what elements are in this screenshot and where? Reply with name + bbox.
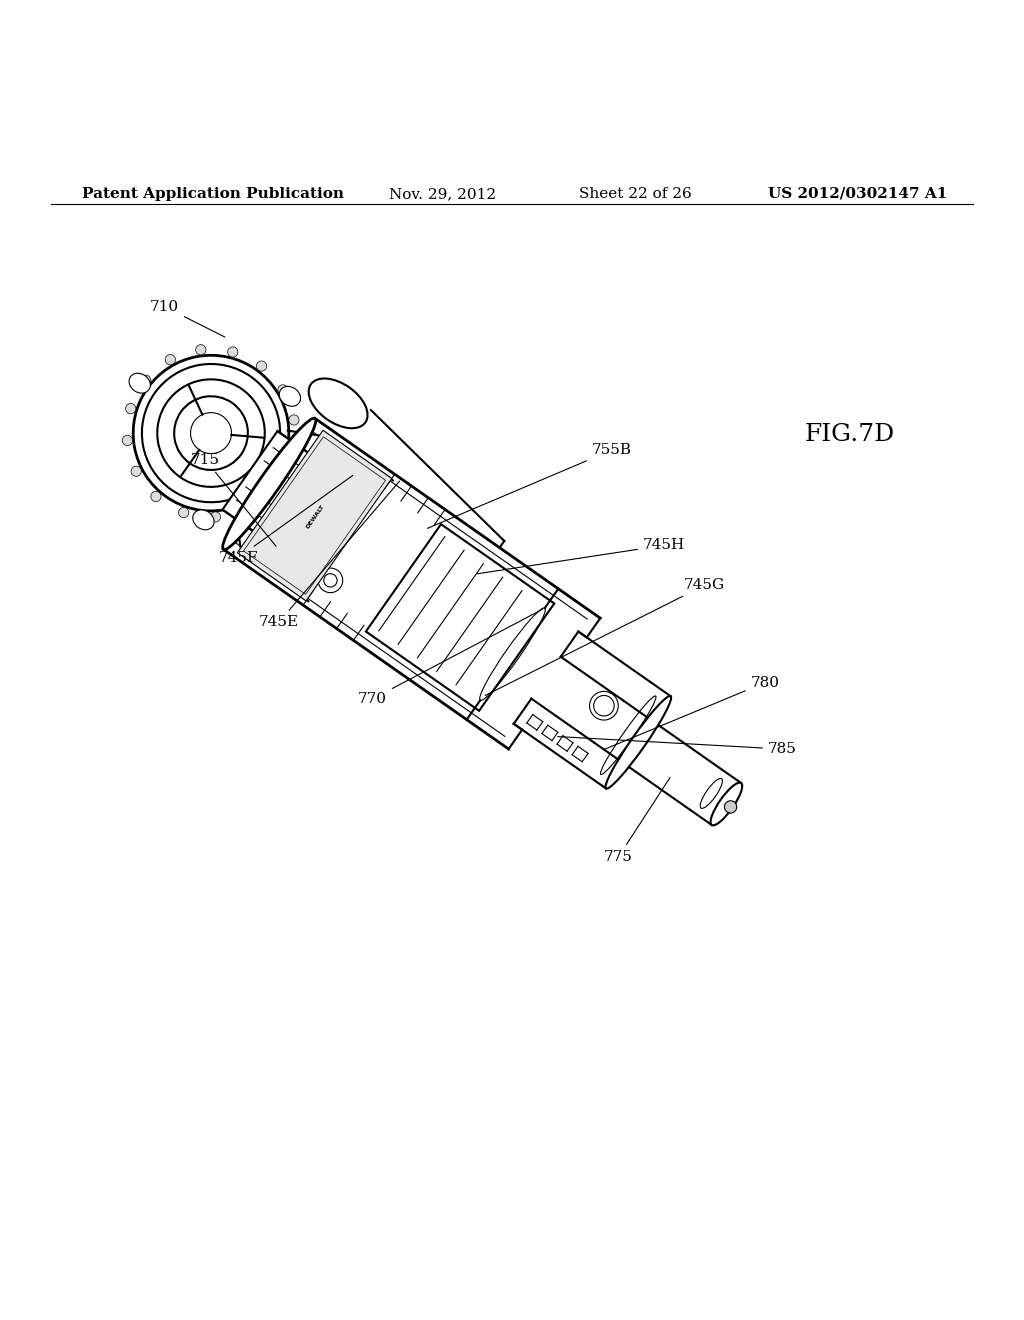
Ellipse shape xyxy=(140,375,151,385)
Text: 710: 710 xyxy=(151,300,225,337)
Ellipse shape xyxy=(256,360,266,371)
Ellipse shape xyxy=(227,347,238,358)
Text: 715: 715 xyxy=(191,453,276,546)
Ellipse shape xyxy=(274,477,285,486)
Text: 785: 785 xyxy=(558,737,797,756)
Ellipse shape xyxy=(129,374,151,393)
Text: 775: 775 xyxy=(604,777,670,863)
Polygon shape xyxy=(238,430,392,601)
Ellipse shape xyxy=(196,345,206,355)
Ellipse shape xyxy=(178,507,188,517)
Ellipse shape xyxy=(308,379,368,428)
Ellipse shape xyxy=(151,491,161,502)
Ellipse shape xyxy=(289,414,299,425)
Ellipse shape xyxy=(210,512,220,523)
Ellipse shape xyxy=(222,418,315,549)
Ellipse shape xyxy=(590,692,618,721)
Text: 755B: 755B xyxy=(427,444,632,528)
Text: 770: 770 xyxy=(358,610,543,706)
Ellipse shape xyxy=(724,801,736,813)
Text: 780: 780 xyxy=(604,676,779,750)
Ellipse shape xyxy=(267,486,278,495)
Text: 745F: 745F xyxy=(218,475,353,565)
Text: 745H: 745H xyxy=(477,539,685,574)
Ellipse shape xyxy=(165,355,175,364)
Text: US 2012/0302147 A1: US 2012/0302147 A1 xyxy=(768,187,947,201)
Ellipse shape xyxy=(605,696,671,788)
Ellipse shape xyxy=(288,447,298,457)
Ellipse shape xyxy=(193,510,214,529)
Ellipse shape xyxy=(242,504,252,515)
Text: Patent Application Publication: Patent Application Publication xyxy=(82,187,344,201)
Ellipse shape xyxy=(131,466,141,477)
Text: 745G: 745G xyxy=(485,578,725,696)
Text: Sheet 22 of 26: Sheet 22 of 26 xyxy=(579,187,691,201)
Polygon shape xyxy=(222,432,328,545)
Ellipse shape xyxy=(133,355,289,511)
Ellipse shape xyxy=(126,404,136,413)
Ellipse shape xyxy=(278,384,288,395)
Text: 745E: 745E xyxy=(259,480,399,630)
Ellipse shape xyxy=(280,387,300,407)
Ellipse shape xyxy=(711,783,742,825)
Text: FIG.7D: FIG.7D xyxy=(805,424,895,446)
Text: DEWALT: DEWALT xyxy=(305,503,326,529)
Ellipse shape xyxy=(122,436,132,446)
Text: Nov. 29, 2012: Nov. 29, 2012 xyxy=(389,187,497,201)
